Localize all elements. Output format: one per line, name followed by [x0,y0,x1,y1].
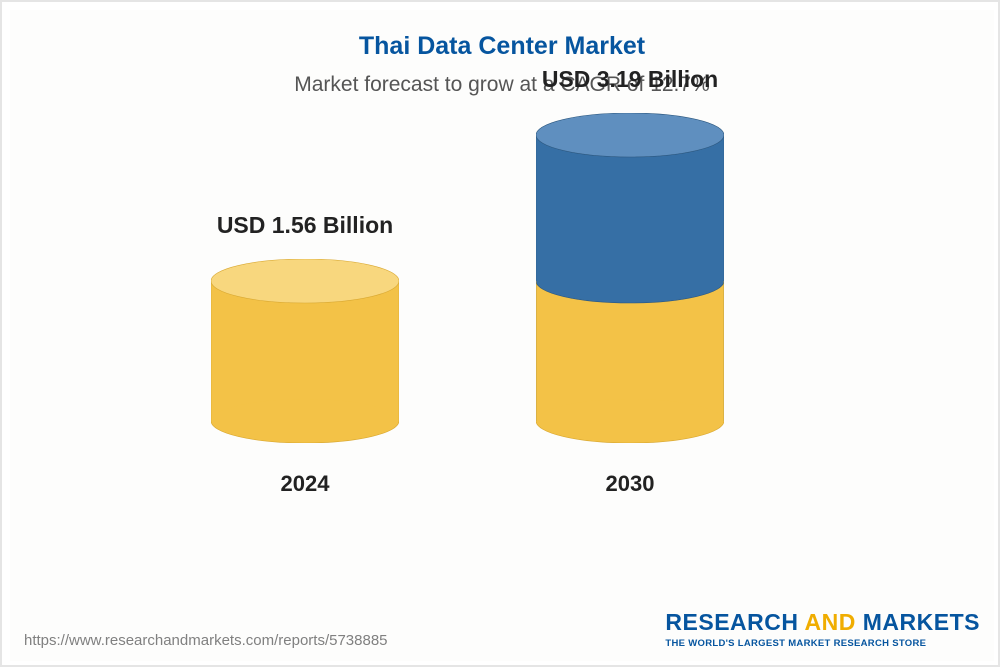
bar-value-label: USD 3.19 Billion [530,66,730,93]
chart-title: Thai Data Center Market [10,10,994,61]
brand-word-markets: MARKETS [863,609,980,635]
cylinder-svg [211,259,399,443]
brand-tagline: THE WORLD'S LARGEST MARKET RESEARCH STOR… [665,638,980,649]
bar-2030: USD 3.19 Billion 2 [530,66,730,497]
brand-logo: RESEARCH AND MARKETS THE WORLD'S LARGEST… [665,609,980,649]
chart-area: USD 1.56 Billion 2024 USD 3.19 Billion [10,117,994,557]
chart-subtitle: Market forecast to grow at a CAGR of 12.… [10,73,994,97]
footer: https://www.researchandmarkets.com/repor… [10,609,994,649]
bar-value-label: USD 1.56 Billion [205,212,405,239]
cylinder-svg [536,113,724,443]
brand-word-and: AND [805,609,856,635]
source-url: https://www.researchandmarkets.com/repor… [24,632,388,649]
bar-2024: USD 1.56 Billion 2024 [205,212,405,497]
bar-year-label: 2024 [205,471,405,497]
bar-year-label: 2030 [530,471,730,497]
brand-word-research: RESEARCH [665,609,798,635]
brand-name: RESEARCH AND MARKETS [665,609,980,636]
